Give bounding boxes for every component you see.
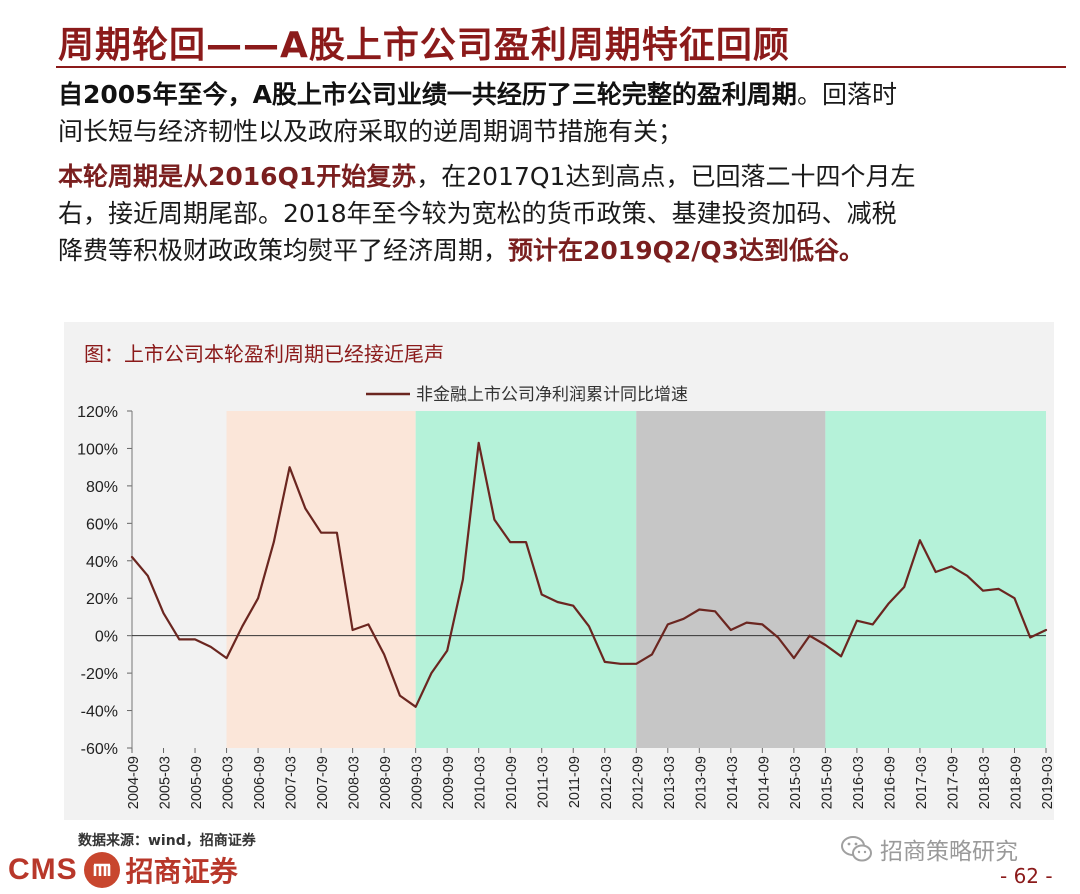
- x-tick-label: 2005-03: [158, 756, 174, 809]
- x-tick-label: 2016-03: [851, 756, 867, 809]
- x-tick-label: 2013-03: [662, 756, 678, 809]
- x-tick-label: 2011-03: [536, 756, 552, 808]
- paragraph-2: 本轮周期是从2016Q1开始复苏，在2017Q1达到高点，已回落二十四个月左 右…: [58, 158, 1058, 269]
- x-tick-label: 2010-03: [473, 756, 489, 809]
- x-tick-label: 2015-03: [788, 756, 804, 809]
- shaded-region-2: [415, 411, 637, 748]
- x-tick-label: 2009-09: [441, 756, 457, 809]
- shaded-region-4: [825, 411, 1046, 748]
- x-tick-label: 2007-09: [315, 756, 331, 809]
- y-tick-label: 0%: [95, 629, 118, 646]
- x-tick-label: 2012-03: [599, 756, 615, 809]
- page-title: 周期轮回——A股上市公司盈利周期特征回顾: [58, 25, 790, 66]
- paragraph-2-line-3: 降费等积极财政政策均熨平了经济周期，预计在2019Q2/Q3达到低谷。: [58, 232, 1058, 269]
- paragraph-2-emphasis-1: 本轮周期是从2016Q1开始复苏: [58, 162, 417, 191]
- data-source: 数据来源：wind，招商证券: [78, 833, 256, 849]
- y-tick-label: 20%: [86, 591, 118, 608]
- y-tick-label: 100%: [77, 441, 118, 458]
- y-tick-label: -40%: [81, 704, 118, 721]
- x-tick-label: 2019-03: [1040, 756, 1056, 809]
- y-tick-label: 80%: [86, 479, 118, 496]
- x-tick-label: 2011-09: [567, 756, 583, 808]
- x-tick-label: 2018-09: [1008, 756, 1024, 809]
- x-tick-label: 2010-09: [504, 756, 520, 809]
- wechat-account-name: 招商策略研究: [880, 839, 1018, 865]
- x-tick-label: 2008-03: [347, 756, 363, 809]
- logo-badge-icon: [83, 852, 120, 888]
- paragraph-1-emphasis: 自2005年至今，A股上市公司业绩一共经历了三轮完整的盈利周期: [58, 80, 797, 109]
- y-tick-label: -20%: [81, 666, 118, 683]
- paragraph-2-text-3: 降费等积极财政政策均熨平了经济周期，: [58, 236, 509, 265]
- shaded-region-1: [226, 411, 416, 748]
- paragraph-1-text: 。回落时: [796, 80, 897, 109]
- y-tick-label: 40%: [86, 554, 118, 571]
- y-tick-label: -60%: [81, 741, 118, 758]
- x-tick-label: 2018-03: [977, 756, 993, 809]
- logo-cms-text: CMS: [8, 853, 78, 886]
- paragraph-2-line-1: 本轮周期是从2016Q1开始复苏，在2017Q1达到高点，已回落二十四个月左: [58, 158, 1058, 195]
- y-tick-label: 60%: [86, 516, 118, 533]
- paragraph-2-text-1: ，在2017Q1达到高点，已回落二十四个月左: [416, 162, 916, 191]
- x-tick-label: 2006-03: [221, 756, 237, 809]
- paragraph-2-emphasis-2: 预计在2019Q2/Q3达到低谷。: [508, 236, 865, 265]
- x-tick-label: 2017-09: [945, 756, 961, 809]
- x-tick-label: 2006-09: [252, 756, 268, 809]
- x-tick-label: 2016-09: [882, 756, 898, 809]
- y-tick-label: 120%: [77, 404, 118, 421]
- paragraph-2-line-2: 右，接近周期尾部。2018年至今较为宽松的货币政策、基建投资加码、减税: [58, 199, 897, 228]
- x-tick-label: 2014-03: [725, 756, 741, 809]
- x-tick-label: 2014-09: [756, 756, 772, 809]
- wechat-watermark: 招商策略研究: [840, 832, 1018, 866]
- figure-title: 图：上市公司本轮盈利周期已经接近尾声: [84, 342, 444, 366]
- series-line-1: [130, 441, 1048, 708]
- paragraph-1-line-2: 间长短与经济韧性以及政府采取的逆周期调节措施有关；: [58, 117, 684, 146]
- shaded-region-3: [636, 411, 826, 748]
- logo-company-name: 招商证券: [125, 855, 238, 888]
- legend-label: 非金融上市公司净利润累计同比增速: [416, 385, 688, 405]
- x-tick-label: 2009-03: [410, 756, 426, 809]
- x-tick-label: 2013-09: [693, 756, 709, 809]
- title-underline: [56, 66, 1066, 68]
- x-tick-label: 2015-09: [819, 756, 835, 809]
- x-tick-label: 2017-03: [914, 756, 930, 809]
- x-tick-label: 2008-09: [378, 756, 394, 809]
- x-tick-label: 2007-03: [284, 756, 300, 809]
- paragraph-1: 自2005年至今，A股上市公司业绩一共经历了三轮完整的盈利周期。回落时 间长短与…: [58, 76, 1058, 150]
- x-tick-label: 2004-09: [126, 756, 142, 809]
- wechat-icon: [841, 836, 872, 862]
- paragraph-1-line-1: 自2005年至今，A股上市公司业绩一共经历了三轮完整的盈利周期。回落时: [58, 76, 1058, 113]
- x-tick-label: 2005-09: [189, 756, 205, 809]
- page-number: - 62 -: [1000, 864, 1053, 888]
- x-tick-label: 2012-09: [630, 756, 646, 809]
- company-logo: CMS 招商证券: [8, 850, 238, 890]
